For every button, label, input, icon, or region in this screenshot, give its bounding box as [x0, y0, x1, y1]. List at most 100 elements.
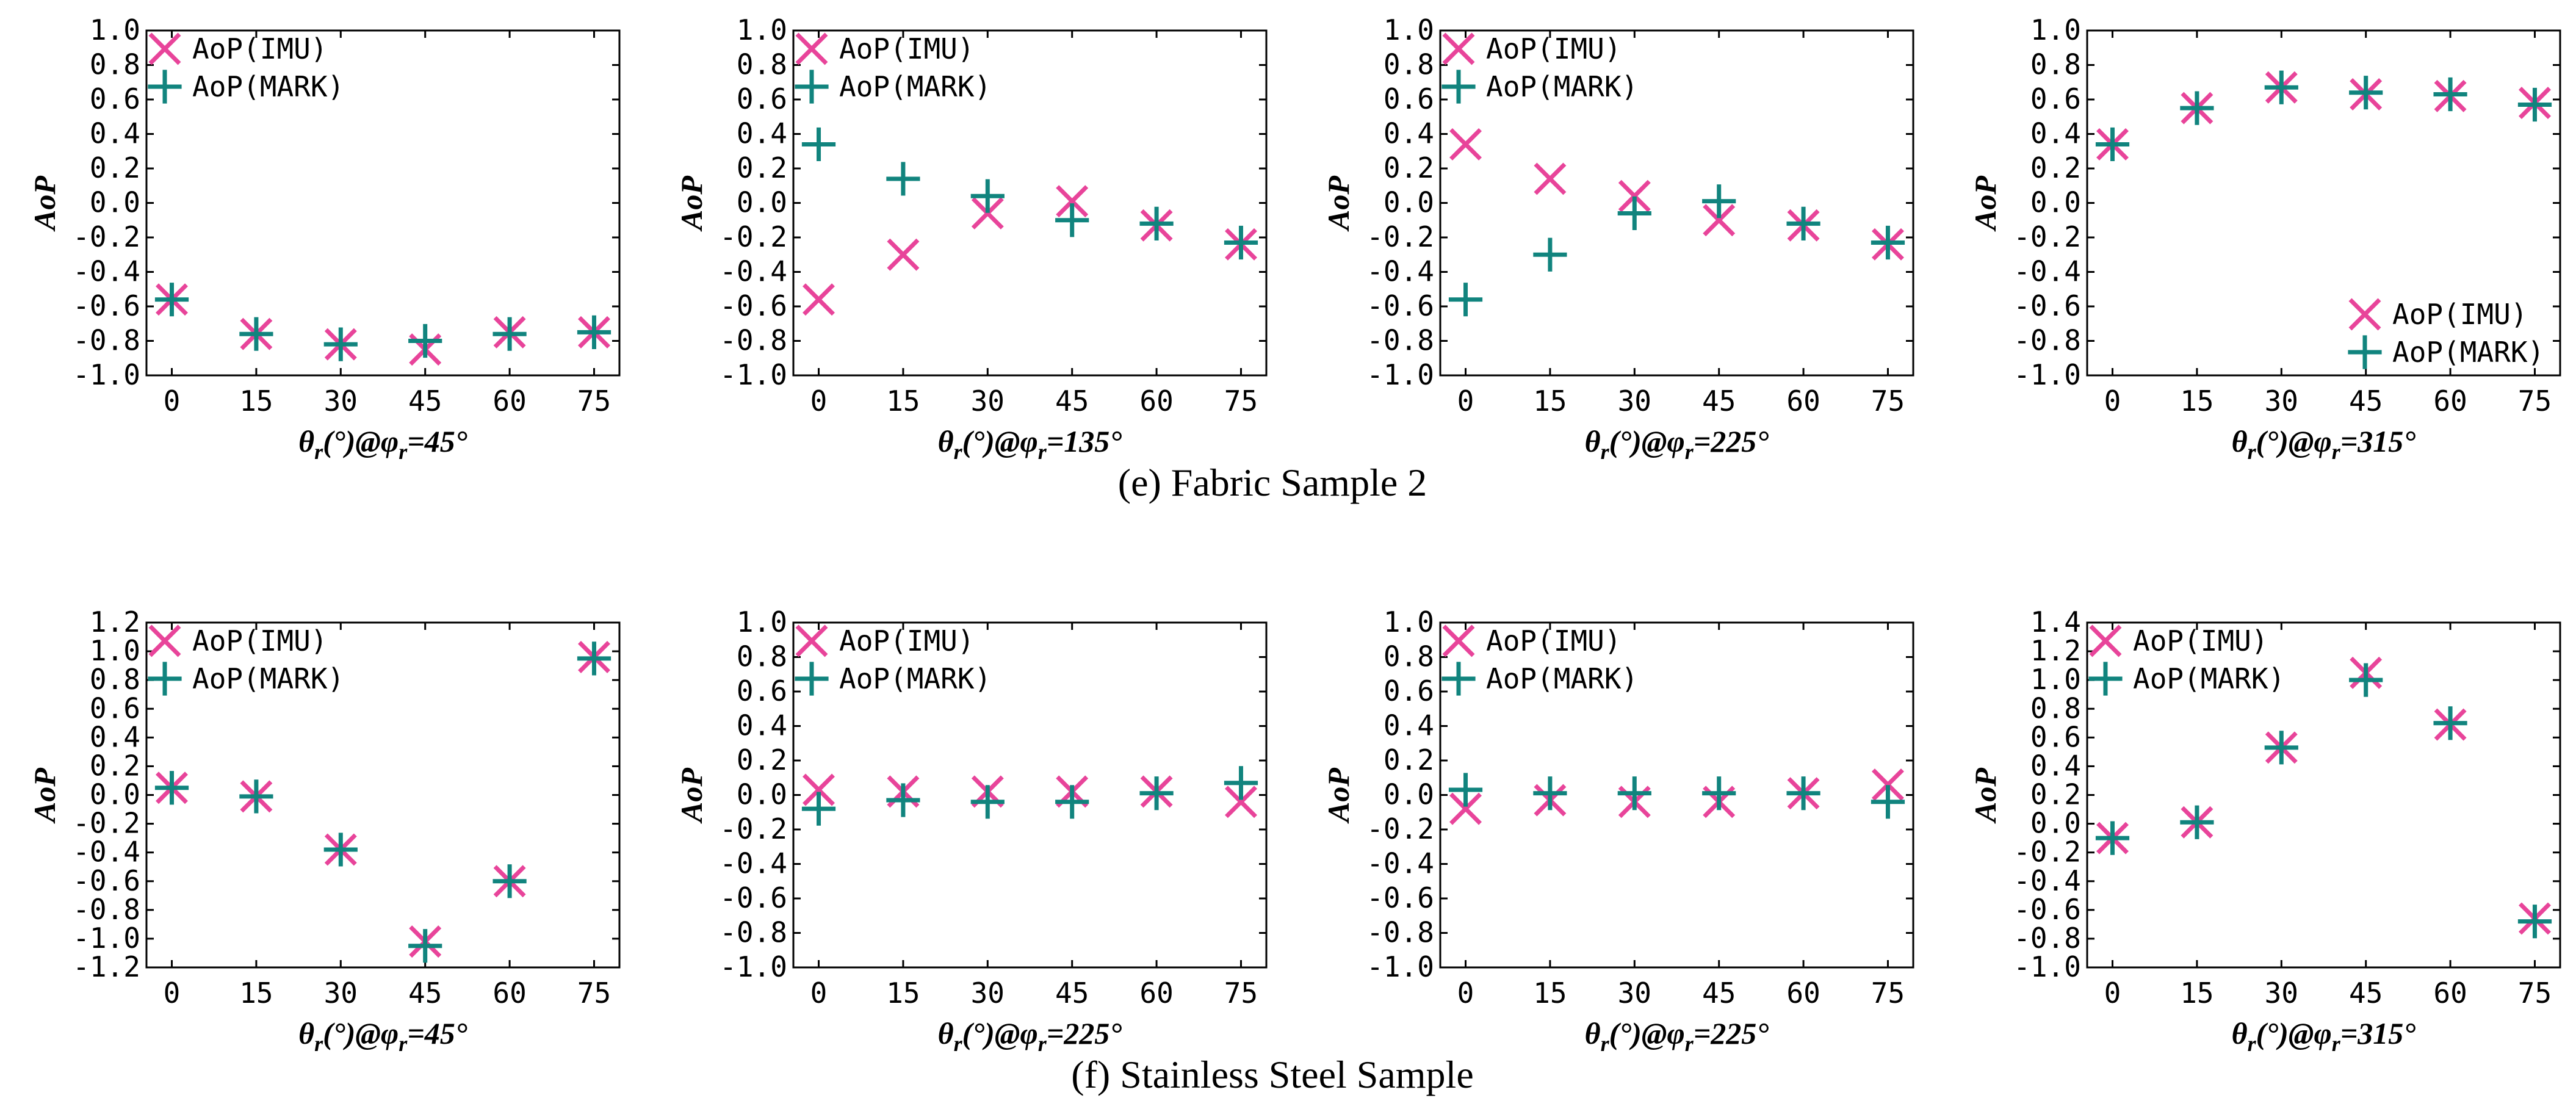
data-point-imu [971, 197, 1004, 229]
x-tick-label: 15 [2180, 977, 2213, 1010]
y-tick-label: 0.4 [90, 720, 140, 753]
y-tick-label: -1.0 [73, 358, 140, 391]
data-point-mark [2264, 731, 2298, 765]
data-point-imu [1534, 162, 1567, 195]
y-tick-label: 0.0 [737, 778, 787, 811]
data-point-mark [2517, 87, 2552, 122]
x-tick-label: 45 [408, 385, 442, 417]
y-tick-label: -1.0 [2013, 950, 2081, 983]
y-tick-label: 1.0 [2030, 663, 2081, 696]
y-axis-label: AoP [674, 176, 709, 232]
data-point-mark [2517, 905, 2552, 939]
y-tick-label: 0.0 [1384, 186, 1434, 219]
y-tick-label: 0.6 [737, 82, 787, 115]
y-tick-label: 0.0 [90, 778, 140, 811]
legend-marker-mark [148, 662, 182, 696]
data-point-mark [1786, 776, 1820, 811]
legend-label-imu: AoP(IMU) [192, 624, 328, 657]
chart-panel-e-3: 1.00.80.60.40.20.0-0.2-0.4-0.6-0.8-1.0 0 1… [1321, 13, 1914, 464]
data-point-mark [154, 771, 189, 805]
x-tick-label: 45 [1702, 385, 1736, 417]
x-tick-label: 75 [2518, 977, 2552, 1010]
x-tick-label: 0 [810, 385, 828, 417]
y-axis-label: AoP [1968, 176, 2002, 232]
data-point-mark [1448, 283, 1483, 317]
data-point-imu [803, 773, 835, 806]
y-tick-label: 0.8 [737, 640, 787, 673]
y-tick-label: -0.4 [73, 255, 140, 288]
y-tick-label: 1.0 [90, 13, 140, 46]
y-tick-label: -0.6 [2013, 289, 2081, 322]
x-tick-label: 30 [324, 385, 358, 417]
y-tick-label: -0.4 [720, 255, 787, 288]
data-point-imu [1225, 786, 1257, 818]
data-point-mark [1533, 776, 1567, 811]
legend-marker-imu [2348, 298, 2381, 331]
x-tick-label: 15 [886, 977, 920, 1010]
y-tick-label: 0.6 [1384, 674, 1434, 707]
legend-label-mark: AoP(MARK) [839, 70, 991, 103]
legend: AoP(IMU) AoP(MARK) [795, 624, 991, 696]
x-tick-label: 45 [2349, 385, 2383, 417]
y-tick-label: -0.4 [720, 847, 787, 880]
y-tick-label: 1.0 [1384, 13, 1434, 46]
x-axis-label: θr(°)@φr=45° [298, 424, 467, 464]
data-point-mark [323, 833, 358, 867]
legend-label-imu: AoP(IMU) [1486, 32, 1622, 65]
legend: AoP(IMU) AoP(MARK) [2088, 624, 2285, 696]
y-tick-label: -0.2 [73, 807, 140, 840]
y-tick-label: -0.2 [2013, 836, 2081, 869]
data-point-mark [1702, 184, 1736, 219]
y-tick-label: 0.6 [2030, 720, 2081, 753]
legend: AoP(IMU) AoP(MARK) [1441, 32, 1638, 104]
y-tick-label: 0.0 [1384, 778, 1434, 811]
x-axis-label: θr(°)@φr=315° [2232, 1016, 2416, 1056]
x-tick-label: 0 [1457, 977, 1474, 1010]
legend: AoP(IMU) AoP(MARK) [2348, 298, 2544, 369]
x-tick-label: 15 [2180, 385, 2213, 417]
data-point-imu [1872, 768, 1904, 801]
y-tick-label: -1.0 [720, 950, 787, 983]
x-tick-label: 75 [577, 385, 611, 417]
y-tick-label: -0.4 [1366, 255, 1434, 288]
y-tick-label: 0.4 [737, 117, 787, 150]
data-point-mark [2264, 70, 2298, 104]
legend-label-imu: AoP(IMU) [2392, 298, 2528, 331]
data-point-mark [323, 327, 358, 361]
x-tick-label: 75 [1871, 385, 1905, 417]
chart-panel-e-1: 1.00.80.60.40.20.0-0.2-0.4-0.6-0.8-1.0 0 1… [27, 13, 621, 464]
y-tick-label: 1.4 [2030, 605, 2081, 638]
data-point-mark [1617, 776, 1651, 811]
y-tick-label: 0.4 [2030, 117, 2081, 150]
x-tick-label: 60 [492, 385, 526, 417]
data-point-imu [1449, 792, 1482, 825]
y-tick-label: -0.2 [720, 812, 787, 845]
x-tick-label: 15 [239, 385, 273, 417]
legend-marker-mark [1441, 70, 1476, 104]
y-tick-label: -0.6 [73, 289, 140, 322]
y-tick-label: 0.8 [2030, 48, 2081, 81]
legend: AoP(IMU) AoP(MARK) [1441, 624, 1638, 696]
x-tick-label: 30 [1618, 977, 1651, 1010]
y-tick-label: 1.0 [2030, 13, 2081, 46]
y-tick-label: -1.0 [1366, 950, 1434, 983]
y-tick-label: 0.6 [737, 674, 787, 707]
x-tick-label: 30 [971, 977, 1005, 1010]
x-tick-label: 15 [1533, 385, 1567, 417]
x-tick-label: 45 [1055, 385, 1089, 417]
y-axis-label: AoP [1321, 176, 1355, 232]
y-tick-label: -0.8 [1366, 916, 1434, 949]
data-point-mark [492, 317, 527, 351]
y-tick-label: -1.0 [2013, 358, 2081, 391]
data-point-mark [1055, 785, 1089, 819]
y-axis-label: AoP [1968, 768, 2002, 824]
x-axis-label: θr(°)@φr=225° [1585, 424, 1769, 464]
x-tick-label: 60 [2433, 385, 2467, 417]
y-tick-label: 0.2 [2030, 151, 2081, 184]
data-point-mark [1055, 203, 1089, 237]
y-tick-label: -0.4 [73, 836, 140, 869]
x-tick-label: 0 [2104, 977, 2121, 1010]
caption-stainless-steel-sample: (f) Stainless Steel Sample [1071, 1053, 1473, 1096]
x-tick-label: 30 [2265, 977, 2298, 1010]
y-tick-label: -0.6 [1366, 289, 1434, 322]
